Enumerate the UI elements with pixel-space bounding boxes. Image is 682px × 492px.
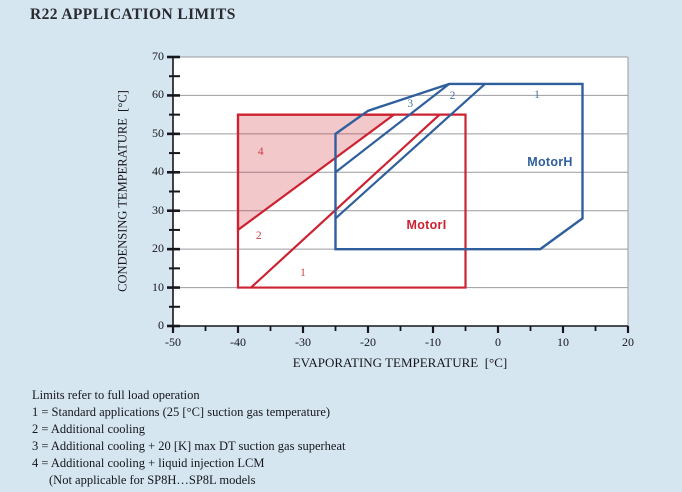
region-number-1: 1 bbox=[300, 266, 306, 279]
y-tick-label-60: 60 bbox=[152, 87, 164, 102]
footnote-region-3: 3 = Additional cooling + 20 [K] max DT s… bbox=[32, 439, 346, 453]
y-tick-label-70: 70 bbox=[152, 49, 164, 63]
series-motori-boundary-between-regions-1-and-2 bbox=[250, 113, 441, 289]
x-axis-title: EVAPORATING TEMPERATURE [°C] bbox=[292, 355, 508, 370]
region-number-4: 4 bbox=[257, 145, 264, 158]
x-tick-label--20: -20 bbox=[360, 335, 376, 349]
region-number-2: 2 bbox=[255, 230, 262, 243]
footnote-region-4: 4 = Additional cooling + liquid injectio… bbox=[32, 456, 265, 470]
y-tick-label-30: 30 bbox=[152, 202, 164, 217]
y-tick-label-50: 50 bbox=[152, 125, 164, 140]
y-tick-label-0: 0 bbox=[158, 318, 164, 332]
x-tick-label-10: 10 bbox=[557, 335, 569, 349]
series-motorh-operating-envelope bbox=[334, 82, 584, 251]
region-number-3: 3 bbox=[407, 97, 414, 110]
x-tick-label--50: -50 bbox=[165, 335, 181, 349]
region-number-1: 1 bbox=[534, 89, 540, 102]
y-tick-label-10: 10 bbox=[152, 279, 164, 294]
x-tick-label--10: -10 bbox=[425, 335, 441, 349]
series-motorh-boundary-between-regions-1-and-2 bbox=[334, 83, 486, 220]
y-axis-title: CONDENSING TEMPERATURE [°C] bbox=[115, 90, 130, 292]
series-motorh-boundary-between-regions-2-and-3 bbox=[334, 83, 450, 174]
x-tick-label--30: -30 bbox=[295, 335, 311, 349]
y-tick-label-40: 40 bbox=[152, 164, 164, 179]
x-tick-label--40: -40 bbox=[230, 335, 246, 349]
region-number-2: 2 bbox=[449, 90, 456, 103]
motor-label-motori: MotorI bbox=[406, 217, 447, 232]
page-title: R22 APPLICATION LIMITS bbox=[30, 6, 236, 23]
x-tick-label-20: 20 bbox=[622, 335, 634, 349]
y-tick-label-20: 20 bbox=[152, 241, 164, 256]
series-region-4-additional-cooling-liquid-injection-shaded- bbox=[236, 113, 398, 233]
footnotes: Limits refer to full load operation 1 = … bbox=[32, 387, 345, 489]
footnote-region-1: 1 = Standard applications (25 [°C] sucti… bbox=[32, 405, 331, 419]
motor-label-motorh: MotorH bbox=[527, 154, 573, 169]
footnote-region-2: 2 = Additional cooling bbox=[32, 422, 145, 436]
footnote-full-load: Limits refer to full load operation bbox=[32, 388, 200, 402]
plot-area bbox=[173, 57, 628, 326]
x-tick-label-0: 0 bbox=[495, 335, 501, 349]
footnote-not-applicable: (Not applicable for SP8H…SP8L models bbox=[49, 473, 256, 487]
